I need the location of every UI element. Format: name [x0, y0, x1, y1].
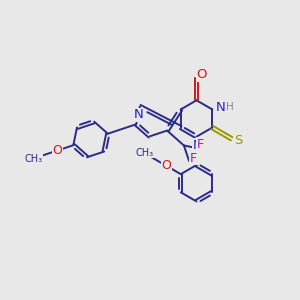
Text: N: N: [193, 139, 203, 152]
Text: F: F: [196, 138, 204, 151]
Text: CH₃: CH₃: [135, 148, 153, 158]
Text: S: S: [234, 134, 242, 147]
Text: F: F: [190, 152, 197, 165]
Text: H: H: [226, 102, 233, 112]
Text: CH₃: CH₃: [24, 154, 42, 164]
Text: N: N: [134, 108, 143, 121]
Text: O: O: [197, 68, 207, 81]
Text: O: O: [161, 159, 171, 172]
Text: N: N: [216, 101, 226, 114]
Text: O: O: [53, 144, 63, 157]
